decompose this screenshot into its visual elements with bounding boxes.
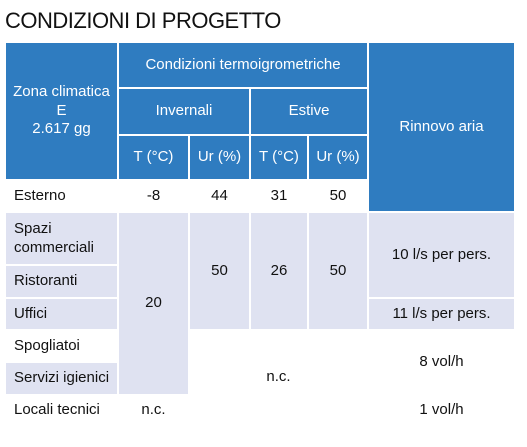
group-header: Condizioni termoigrometriche [118, 42, 368, 88]
cell: 31 [250, 180, 308, 212]
cell: 50 [308, 180, 368, 212]
row-label: Uffici [5, 298, 118, 330]
row-label: Esterno [5, 180, 118, 212]
cell: 1 vol/h [368, 395, 515, 425]
cell: 20 [118, 212, 189, 395]
zone-line: Zona climatica [13, 82, 110, 100]
row-label: Spazi commerciali [5, 212, 118, 265]
row-label: Locali tecnici [5, 395, 118, 425]
cell: 11 l/s per pers. [368, 298, 515, 330]
zone-line: 2.617 gg [32, 120, 91, 138]
cell: 44 [189, 180, 250, 212]
row-label: Spogliatoi [5, 330, 118, 362]
zone-line: E [56, 101, 67, 119]
row-label: Servizi igienici [5, 362, 118, 395]
title: CONDIZIONI DI PROGETTO [5, 8, 281, 33]
unit-header: Ur (%) [189, 135, 250, 180]
cell: 50 [308, 212, 368, 330]
row-label: Ristoranti [5, 265, 118, 298]
winter-header: Invernali [118, 88, 250, 135]
unit-header: T (°C) [118, 135, 189, 180]
cell: 50 [189, 212, 250, 330]
cell: -8 [118, 180, 189, 212]
air-header: Rinnovo aria [368, 42, 515, 212]
zone-header: Zona climatica E 2.617 gg [5, 42, 118, 180]
cell: 10 l/s per pers. [368, 212, 515, 298]
cell: n.c. [189, 330, 368, 425]
cell: 26 [250, 212, 308, 330]
unit-header: Ur (%) [308, 135, 368, 180]
unit-header: T (°C) [250, 135, 308, 180]
cell: n.c. [118, 395, 189, 425]
cell: 8 vol/h [368, 330, 515, 395]
summer-header: Estive [250, 88, 368, 135]
